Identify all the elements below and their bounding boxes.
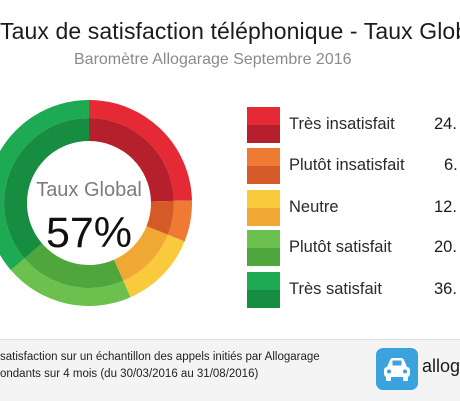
swatch-band-dark [247, 248, 280, 266]
legend-label: Très insatisfait [289, 115, 395, 133]
legend-value: 36. [434, 280, 457, 298]
legend-label: Plutôt satisfait [289, 238, 392, 256]
donut-slice-outer-plutot-insatisfait [167, 200, 193, 242]
legend-swatch [247, 107, 280, 143]
donut-slice-inner-tres-satisfait [3, 118, 89, 259]
swatch-band-light [247, 272, 280, 290]
chart-title: Taux de satisfaction téléphonique - Taux… [0, 18, 460, 44]
legend-label: Plutôt insatisfait [289, 156, 405, 174]
legend-value: 12. [434, 198, 457, 216]
donut-slice-inner-plutot-satisfait [24, 243, 124, 289]
donut-slice-outer-tres-insatisfait [89, 100, 192, 201]
center-value: 57% [46, 209, 132, 257]
center-label: Taux Global [36, 179, 142, 201]
legend-value: 20. [434, 238, 457, 256]
swatch-band-light [247, 148, 280, 166]
car-icon[interactable] [376, 348, 418, 390]
swatch-band-light [247, 230, 280, 248]
donut-slice-outer-tres-satisfait [0, 100, 89, 271]
swatch-band-dark [247, 208, 280, 226]
swatch-band-dark [247, 125, 280, 143]
donut-slice-outer-plutot-satisfait [10, 258, 131, 307]
legend-swatch [247, 190, 280, 226]
chart-subtitle: Baromètre Allogarage Septembre 2016 [74, 51, 352, 68]
legend-label: Très satisfait [289, 280, 382, 298]
footer-line-1: satisfaction sur un échantillon des appe… [0, 351, 320, 363]
footer-line-2: ondants sur 4 mois (du 30/03/2016 au 31/… [0, 368, 259, 380]
footer: satisfaction sur un échantillon des appe… [0, 339, 460, 401]
legend-swatch [247, 148, 280, 184]
donut-slice-inner-plutot-insatisfait [146, 200, 174, 235]
donut-slice-inner-tres-insatisfait [89, 118, 174, 202]
legend-value: 6. [444, 156, 458, 174]
swatch-band-light [247, 107, 280, 125]
swatch-band-dark [247, 166, 280, 184]
swatch-band-light [247, 190, 280, 208]
brand-name[interactable]: alloga [422, 356, 460, 376]
donut-chart: Taux Global 57% [0, 100, 193, 307]
legend-swatch [247, 230, 280, 266]
legend-swatch [247, 272, 280, 308]
legend-value: 24. [434, 115, 457, 133]
donut-slice-inner-neutre [113, 226, 168, 281]
donut-slice-outer-neutre [123, 234, 185, 298]
swatch-band-dark [247, 290, 280, 308]
legend-label: Neutre [289, 198, 339, 216]
